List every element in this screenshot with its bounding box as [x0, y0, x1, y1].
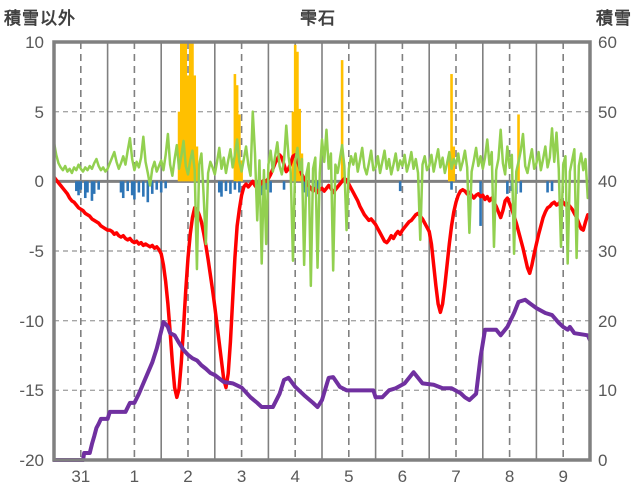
blue-bars-bar	[75, 181, 78, 192]
blue-bars-bar	[121, 181, 125, 199]
orange-bars-bar	[235, 85, 239, 182]
orange-bars-bar	[177, 111, 181, 182]
x-axis-day-label: 8	[504, 467, 515, 486]
blue-bars-bar	[92, 181, 96, 194]
blue-bars-bar	[519, 181, 523, 193]
orange-bars-bar	[293, 44, 297, 182]
orange-bars-bar	[180, 42, 183, 182]
blue-bars-bar	[137, 181, 141, 193]
blue-bars-bar	[398, 181, 402, 192]
blue-bars-bar	[550, 181, 554, 192]
left-axis-tick-label: 10	[25, 33, 44, 52]
blue-bars-bar	[146, 181, 150, 203]
chart-title: 雫石	[300, 9, 336, 28]
x-axis-day-label: 2	[183, 467, 193, 486]
orange-bars-bar	[298, 108, 301, 182]
blue-bars-bar	[142, 181, 145, 197]
right-axis-title: 積雪	[596, 9, 632, 28]
blue-bars-bar	[316, 181, 319, 194]
left-axis-tick-label: -10	[19, 311, 44, 331]
orange-bars-bar	[517, 114, 520, 182]
orange-bars-bar	[188, 42, 192, 182]
orange-bars-bar	[450, 74, 453, 182]
orange-bars-bar	[448, 153, 451, 182]
blue-bars-bar	[164, 181, 167, 189]
blue-bars-bar	[133, 181, 136, 200]
left-axis-tick-label: 5	[34, 102, 44, 122]
left-axis-title: 積雪以外	[4, 9, 76, 28]
blue-bars-bar	[229, 181, 232, 194]
right-axis-tick-label: 40	[598, 172, 617, 192]
x-axis-day-label: 31	[71, 467, 91, 486]
right-axis-tick-label: 0	[598, 451, 608, 470]
right-axis-tick-label: 20	[598, 311, 617, 331]
x-axis-day-label: 9	[558, 467, 568, 486]
blue-bars-bar	[269, 181, 272, 193]
blue-bars-bar	[479, 181, 482, 226]
orange-bars-bar	[186, 75, 190, 182]
blue-bars-bar	[83, 181, 87, 199]
blue-bars-bar	[546, 181, 549, 193]
blue-bars-bar	[130, 181, 134, 196]
orange-bars-bar	[182, 42, 185, 182]
blue-bars-bar	[126, 181, 129, 192]
right-axis-tick-label: 50	[598, 102, 617, 122]
blue-bars-bar	[97, 181, 100, 190]
x-axis-day-label: 1	[129, 467, 140, 486]
orange-bars-bar	[233, 74, 237, 182]
blue-bars-bar	[238, 181, 241, 193]
orange-bars-bar	[291, 111, 295, 182]
orange-bars-bar	[340, 60, 344, 182]
x-axis-day-label: 3	[236, 467, 247, 486]
blue-bars-bar	[159, 181, 163, 193]
right-axis-tick-label: 30	[598, 242, 617, 261]
blue-bars-bar	[233, 181, 237, 190]
blue-bars-bar	[217, 181, 221, 193]
left-axis-tick-label: 0	[34, 172, 44, 192]
x-axis-day-label: 5	[344, 467, 354, 486]
blue-bars-bar	[450, 181, 453, 190]
blue-bars-bar	[282, 181, 286, 190]
left-axis-tick-label: -15	[19, 381, 44, 401]
right-axis-tick-label: 10	[598, 381, 617, 401]
blue-bars-bar	[220, 181, 223, 197]
orange-bars-bar	[191, 42, 194, 182]
blue-bars-bar	[224, 181, 228, 192]
left-axis-tick-label: -20	[19, 451, 44, 470]
left-axis-tick-label: -5	[28, 242, 44, 261]
blue-bars-bar	[155, 181, 159, 190]
orange-bars-bar	[184, 42, 188, 182]
orange-bars-bar	[193, 75, 196, 182]
x-axis-day-label: 7	[451, 467, 461, 486]
blue-bars-bar	[119, 181, 123, 193]
blue-bars-bar	[260, 181, 263, 196]
blue-bars-bar	[77, 181, 80, 196]
x-axis-day-label: 6	[397, 467, 408, 486]
blue-bars-bar	[264, 181, 268, 190]
orange-bars-bar	[238, 114, 241, 182]
right-axis-tick-label: 60	[598, 33, 617, 52]
blue-bars-bar	[79, 181, 83, 190]
orange-bars-bar	[195, 146, 199, 182]
x-axis-day-label: 4	[290, 467, 300, 486]
blue-bars-bar	[506, 181, 509, 194]
blue-bars-bar	[86, 181, 89, 193]
orange-bars-bar	[296, 51, 299, 182]
blue-bars-bar	[90, 181, 94, 201]
blue-bars-bar	[302, 181, 306, 193]
blue-bars-bar	[150, 181, 154, 194]
